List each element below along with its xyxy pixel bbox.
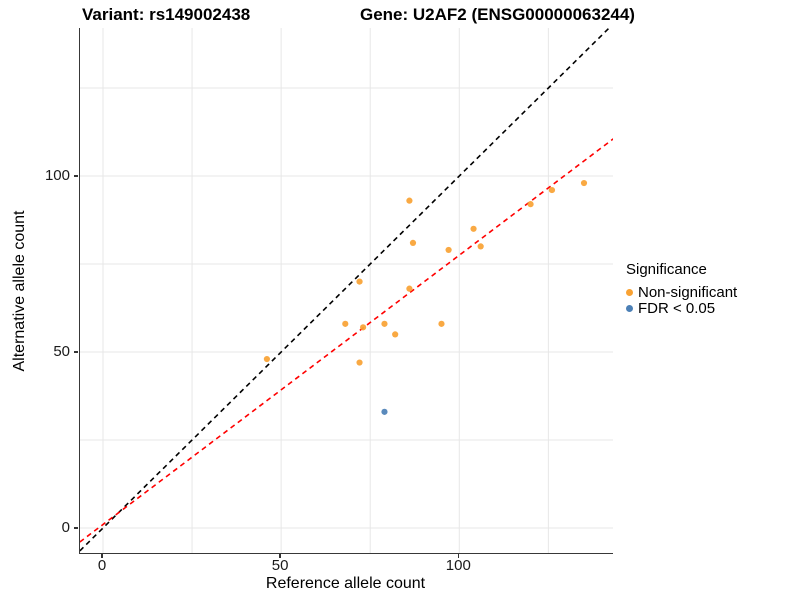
fdr-dot-icon [626, 304, 633, 312]
data-point-non-significant [580, 179, 588, 187]
scatter-plot-canvas [80, 28, 613, 553]
x-tick-mark [101, 554, 103, 558]
x-tick-label: 50 [271, 557, 289, 574]
data-point-fdr-0-05 [381, 408, 388, 415]
x-tick-label: 0 [97, 557, 107, 574]
data-point-non-significant [477, 243, 484, 250]
y-tick-mark [74, 527, 78, 529]
plot-title-gene: Gene: U2AF2 (ENSG00000063244) [360, 5, 635, 24]
x-tick-label: 100 [445, 557, 471, 574]
legend-title: Significance [626, 261, 707, 278]
data-point-non-significant [406, 197, 413, 204]
plot-panel [79, 28, 613, 554]
data-point-non-significant [445, 246, 452, 254]
data-point-non-significant [356, 278, 363, 285]
data-point-non-significant [356, 359, 363, 366]
identity-line [80, 28, 611, 552]
fit-line [80, 138, 613, 543]
data-point-non-significant [470, 225, 477, 232]
data-point-non-significant [342, 320, 349, 327]
y-tick-label: 50 [53, 343, 70, 360]
data-point-non-significant [381, 320, 388, 327]
plot-title-variant: Variant: rs149002438 [82, 5, 251, 24]
data-point-non-significant [359, 324, 367, 331]
x-tick-mark [279, 554, 281, 558]
legend-item-label: Non-significant [638, 283, 738, 301]
legend-item-non-significant: Non-significant [626, 283, 738, 301]
y-tick-label: 100 [44, 167, 70, 184]
y-tick-label: 0 [61, 519, 70, 536]
data-point-non-significant [548, 186, 556, 194]
y-axis-label: Alternative allele count [11, 210, 28, 372]
y-tick-mark [74, 175, 78, 177]
x-axis-label: Reference allele count [265, 575, 426, 592]
data-point-non-significant [438, 320, 445, 327]
data-point-non-significant [409, 239, 417, 246]
non-significant-dot-icon [626, 288, 633, 296]
y-tick-mark [74, 351, 78, 353]
legend-item-label: FDR < 0.05 [638, 299, 716, 317]
data-point-non-significant [392, 331, 399, 338]
legend-item-fdr: FDR < 0.05 [626, 299, 737, 317]
data-point-non-significant [406, 285, 413, 292]
x-tick-mark [457, 554, 460, 558]
data-point-non-significant [527, 201, 534, 208]
legend: Significance Non-significant FDR < 0.05 [626, 261, 738, 317]
data-point-non-significant [263, 355, 270, 363]
